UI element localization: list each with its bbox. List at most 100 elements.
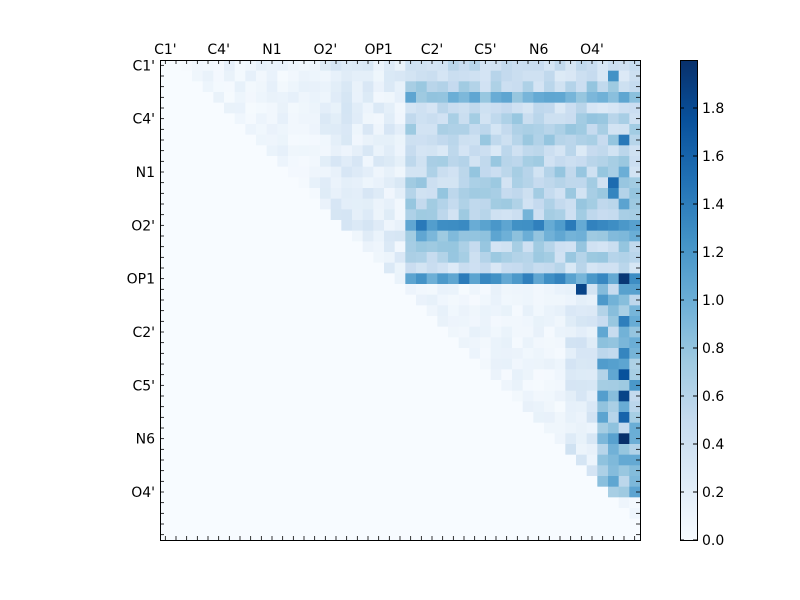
heatmap-cell	[469, 401, 481, 413]
heatmap-cell	[426, 476, 438, 488]
heatmap-cell	[170, 422, 182, 434]
heatmap-cell	[245, 134, 257, 146]
heatmap-cell	[213, 444, 225, 456]
heatmap-cell	[192, 156, 204, 168]
heatmap-cell	[480, 284, 492, 296]
heatmap-cell	[522, 230, 534, 242]
heatmap-cell	[330, 294, 342, 306]
heatmap-cell	[277, 358, 289, 370]
heatmap-cell	[426, 134, 438, 146]
heatmap-cell	[213, 422, 225, 434]
heatmap-cell	[234, 166, 246, 178]
heatmap-cell	[394, 348, 406, 360]
heatmap-cell	[245, 60, 257, 72]
heatmap-cell	[341, 529, 353, 541]
heatmap-cell	[416, 380, 428, 392]
heatmap-cell	[416, 326, 428, 338]
heatmap-cell	[469, 60, 481, 72]
heatmap-cell	[384, 529, 396, 541]
heatmap-cell	[576, 508, 588, 520]
heatmap-cell	[437, 497, 449, 509]
heatmap-cell	[576, 412, 588, 424]
heatmap-cell	[522, 326, 534, 338]
heatmap-cell	[309, 422, 321, 434]
heatmap-cell	[384, 380, 396, 392]
heatmap-cell	[426, 177, 438, 189]
heatmap-cell	[192, 476, 204, 488]
heatmap-cell	[597, 390, 609, 402]
heatmap-cell	[373, 220, 385, 232]
heatmap-cell	[266, 305, 278, 317]
heatmap-cell	[565, 476, 577, 488]
heatmap-cell	[544, 198, 556, 210]
heatmap-cell	[608, 465, 620, 477]
heatmap-cell	[490, 508, 502, 520]
heatmap-cell	[597, 529, 609, 541]
heatmap-cell	[490, 102, 502, 114]
heatmap-cell	[458, 284, 470, 296]
heatmap-cell	[512, 177, 524, 189]
heatmap-cell	[458, 305, 470, 317]
heatmap-cell	[512, 497, 524, 509]
heatmap-cell	[629, 486, 641, 498]
heatmap-cell	[554, 230, 566, 242]
heatmap-cell	[266, 529, 278, 541]
heatmap-cell	[266, 454, 278, 466]
heatmap-cell	[330, 198, 342, 210]
heatmap-cell	[480, 422, 492, 434]
heatmap-cell	[277, 508, 289, 520]
heatmap-cell	[586, 476, 598, 488]
heatmap-cell	[522, 444, 534, 456]
heatmap-cell	[234, 305, 246, 317]
heatmap-cell	[458, 102, 470, 114]
heatmap-cell	[618, 337, 630, 349]
heatmap-cell	[490, 166, 502, 178]
heatmap-cell	[426, 518, 438, 530]
heatmap-cell	[480, 380, 492, 392]
heatmap-cell	[384, 134, 396, 146]
heatmap-cell	[586, 102, 598, 114]
heatmap-cell	[224, 422, 236, 434]
heatmap-cell	[181, 177, 193, 189]
heatmap-cell	[618, 113, 630, 125]
heatmap-cell	[170, 198, 182, 210]
heatmap-cell	[544, 273, 556, 285]
heatmap-cell	[426, 241, 438, 253]
x-tick-label: C4'	[207, 42, 230, 58]
heatmap-cell	[512, 326, 524, 338]
heatmap-cell	[384, 145, 396, 157]
heatmap-cell	[533, 198, 545, 210]
heatmap-cell	[245, 92, 257, 104]
heatmap-cell	[192, 166, 204, 178]
heatmap-cell	[426, 156, 438, 168]
heatmap-cell	[618, 188, 630, 200]
heatmap-cell	[362, 220, 374, 232]
heatmap-cell	[437, 70, 449, 82]
heatmap-cell	[394, 497, 406, 509]
heatmap-cell	[448, 326, 460, 338]
heatmap-cell	[501, 60, 513, 72]
heatmap-cell	[576, 422, 588, 434]
heatmap-cell	[373, 497, 385, 509]
heatmap-cell	[202, 156, 214, 168]
heatmap-cell	[437, 486, 449, 498]
heatmap-cell	[192, 412, 204, 424]
heatmap-cell	[256, 102, 268, 114]
heatmap-cell	[576, 262, 588, 274]
heatmap-cell	[448, 209, 460, 221]
heatmap-cell	[405, 380, 417, 392]
heatmap-cell	[256, 518, 268, 530]
heatmap-cell	[394, 70, 406, 82]
heatmap-cell	[320, 241, 332, 253]
heatmap-cell	[448, 358, 460, 370]
heatmap-cell	[597, 113, 609, 125]
heatmap-cell	[416, 188, 428, 200]
heatmap-cell	[458, 113, 470, 125]
heatmap-cell	[362, 188, 374, 200]
heatmap-cell	[213, 401, 225, 413]
heatmap-cell	[352, 486, 364, 498]
heatmap-cell	[554, 444, 566, 456]
heatmap-cell	[373, 305, 385, 317]
heatmap-cell	[224, 486, 236, 498]
heatmap-cell	[298, 273, 310, 285]
